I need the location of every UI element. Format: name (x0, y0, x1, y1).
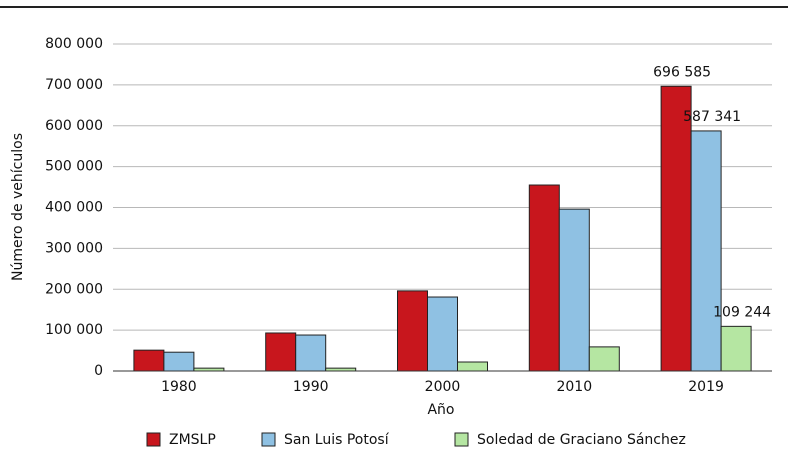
y-tick-label: 200 000 (45, 281, 103, 297)
legend-label: ZMSLP (169, 432, 216, 448)
x-tick-label: 1980 (161, 379, 197, 395)
bar (720, 325, 752, 372)
bar (295, 334, 327, 372)
y-tick-label: 400 000 (45, 200, 103, 216)
bar (427, 296, 458, 372)
bar (397, 290, 428, 372)
y-axis-title: Número de vehículos (10, 133, 26, 281)
y-tick-label: 800 000 (45, 36, 103, 52)
x-tick-label: 2019 (688, 379, 724, 395)
bar (133, 349, 165, 372)
bar (528, 184, 560, 372)
data-label: 109 244 (713, 304, 771, 320)
bar (558, 208, 590, 372)
bar (163, 351, 195, 372)
y-tick-label: 600 000 (45, 118, 103, 134)
y-tick-label: 100 000 (45, 322, 103, 338)
bar (265, 332, 297, 372)
bar (690, 130, 722, 372)
legend-swatch (146, 432, 161, 447)
legend-swatch (261, 432, 276, 447)
legend-swatch (454, 432, 469, 447)
x-axis-title: Año (427, 402, 454, 418)
bar (457, 361, 488, 372)
bar (588, 346, 620, 372)
y-tick-label: 0 (94, 363, 103, 379)
x-tick-label: 2000 (425, 379, 461, 395)
bar (660, 85, 692, 372)
x-tick-label: 2010 (556, 379, 592, 395)
y-tick-label: 300 000 (45, 240, 103, 256)
y-tick-label: 500 000 (45, 159, 103, 175)
data-label: 587 341 (683, 109, 741, 125)
legend-label: Soledad de Graciano Sánchez (477, 432, 686, 448)
legend-label: San Luis Potosí (284, 432, 390, 448)
data-label: 696 585 (653, 64, 711, 80)
x-tick-label: 1990 (293, 379, 329, 395)
y-tick-label: 700 000 (45, 77, 103, 93)
